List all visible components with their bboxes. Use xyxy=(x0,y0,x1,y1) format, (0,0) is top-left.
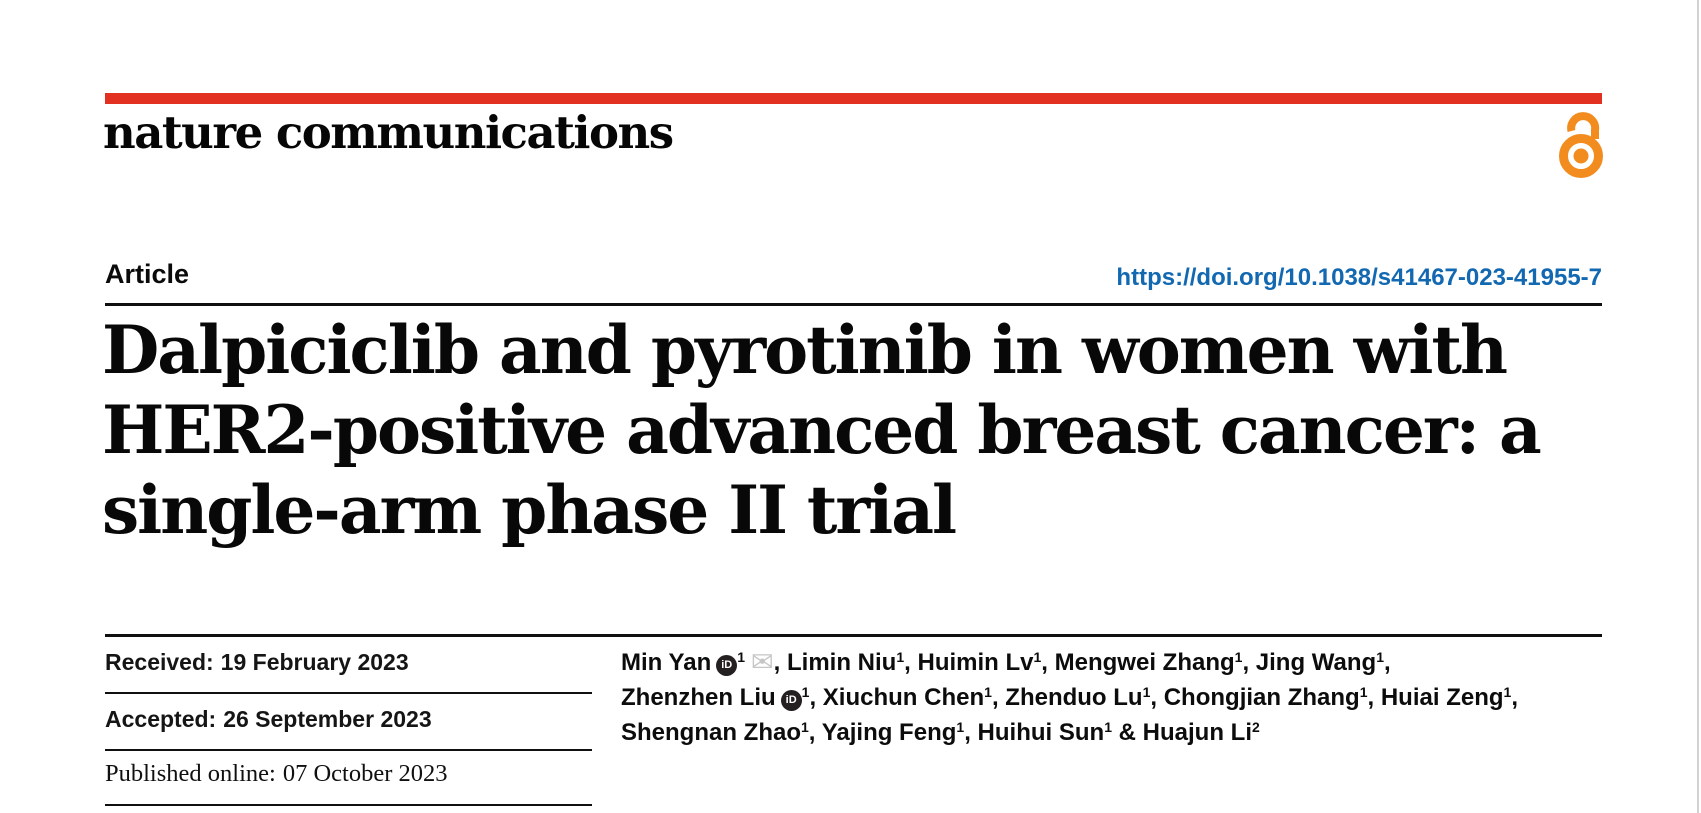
orcid-icon[interactable]: iD xyxy=(716,655,738,676)
author-list: Min Yan iD 1 ✉, Limin Niu1, Huimin Lv1, Men… xyxy=(621,645,1611,750)
author-name: Chongjian Zhang xyxy=(1163,684,1360,711)
date-divider xyxy=(105,692,592,694)
author-name: Xiuchun Chen xyxy=(822,684,985,711)
accepted-value: 26 September 2023 xyxy=(223,706,432,732)
received-label: Received: xyxy=(105,649,214,675)
author-name: Mengwei Zhang xyxy=(1054,649,1235,676)
affiliation-superscript: 1 xyxy=(1359,684,1368,700)
author-line: Min Yan iD 1 ✉, Limin Niu1, Huimin Lv1, Men… xyxy=(621,645,1611,680)
affiliation-superscript: 2 xyxy=(1251,719,1260,735)
affiliation-superscript: 1 xyxy=(896,649,905,665)
affiliation-superscript: 1 xyxy=(956,719,965,735)
author-line: Shengnan Zhao1, Yajing Feng1, Huihui Sun… xyxy=(621,715,1611,750)
email-icon[interactable]: ✉ xyxy=(751,647,774,678)
published-label: Published online: xyxy=(105,760,276,787)
author-separator: & xyxy=(1111,719,1143,746)
title-line-2: HER2-positive advanced breast cancer: a xyxy=(102,391,1542,469)
page-right-edge xyxy=(1697,0,1699,813)
author-name: Zhenduo Lu xyxy=(1005,684,1143,711)
header-rule xyxy=(105,303,1602,306)
date-divider xyxy=(105,804,592,806)
published-date-row: Published online: 07 October 2023 xyxy=(105,760,592,788)
author-line: Zhenzhen Liu iD 1, Xiuchun Chen1, Zhenduo … xyxy=(621,680,1611,715)
author-name: Limin Niu xyxy=(787,649,897,676)
author-separator: , xyxy=(773,649,788,676)
affiliation-superscript: 1 xyxy=(801,719,809,735)
article-title: Dalpiciclib and pyrotinib in women with … xyxy=(102,310,1582,550)
affiliation-superscript: 1 xyxy=(1234,649,1243,665)
author-name: Huihui Sun xyxy=(977,719,1105,746)
affiliation-superscript: 1 xyxy=(737,649,746,665)
affiliation-superscript: 1 xyxy=(984,684,992,700)
author-separator: , xyxy=(904,649,918,676)
author-name: Huimin Lv xyxy=(917,649,1034,676)
author-separator: , xyxy=(808,719,822,746)
journal-logo: nature communications xyxy=(103,106,674,159)
date-divider xyxy=(105,749,592,751)
author-separator: , xyxy=(964,719,978,746)
author-separator: , xyxy=(1511,684,1518,711)
accepted-label: Accepted: xyxy=(105,706,217,732)
orcid-icon[interactable]: iD xyxy=(780,690,802,711)
affiliation-superscript: 1 xyxy=(1142,684,1151,700)
journal-brand-bar xyxy=(105,93,1602,104)
author-separator: , xyxy=(1041,649,1055,676)
received-value: 19 February 2023 xyxy=(220,649,409,675)
author-name: Shengnan Zhao xyxy=(621,719,801,746)
author-separator: , xyxy=(809,684,823,711)
author-separator: , xyxy=(1384,649,1391,676)
title-line-1: Dalpiciclib and pyrotinib in women with xyxy=(102,311,1508,389)
author-separator: , xyxy=(1367,684,1381,711)
affiliation-superscript: 1 xyxy=(1503,684,1512,700)
author-name: Huajun Li xyxy=(1142,719,1252,746)
doi-link[interactable]: https://doi.org/10.1038/s41467-023-41955… xyxy=(1116,264,1602,291)
author-separator: , xyxy=(991,684,1006,711)
title-line-3: single-arm phase II trial xyxy=(102,471,957,549)
accepted-date-row: Accepted: 26 September 2023 xyxy=(105,706,592,733)
section-rule xyxy=(105,634,1602,637)
article-type-label: Article xyxy=(105,259,190,289)
author-name: Huiai Zeng xyxy=(1380,684,1504,711)
author-name: Zhenzhen Liu xyxy=(621,684,776,711)
author-separator: , xyxy=(1242,649,1256,676)
affiliation-superscript: 1 xyxy=(1376,649,1385,665)
affiliation-superscript: 1 xyxy=(1033,649,1042,665)
author-name: Jing Wang xyxy=(1255,649,1377,676)
author-name: Yajing Feng xyxy=(821,719,957,746)
affiliation-superscript: 1 xyxy=(1104,719,1112,735)
affiliation-superscript: 1 xyxy=(801,684,810,700)
received-date-row: Received: 19 February 2023 xyxy=(105,649,592,676)
author-separator: , xyxy=(1150,684,1164,711)
published-value: 07 October 2023 xyxy=(282,760,448,787)
open-access-icon xyxy=(1556,110,1606,182)
author-name: Min Yan xyxy=(621,649,712,676)
